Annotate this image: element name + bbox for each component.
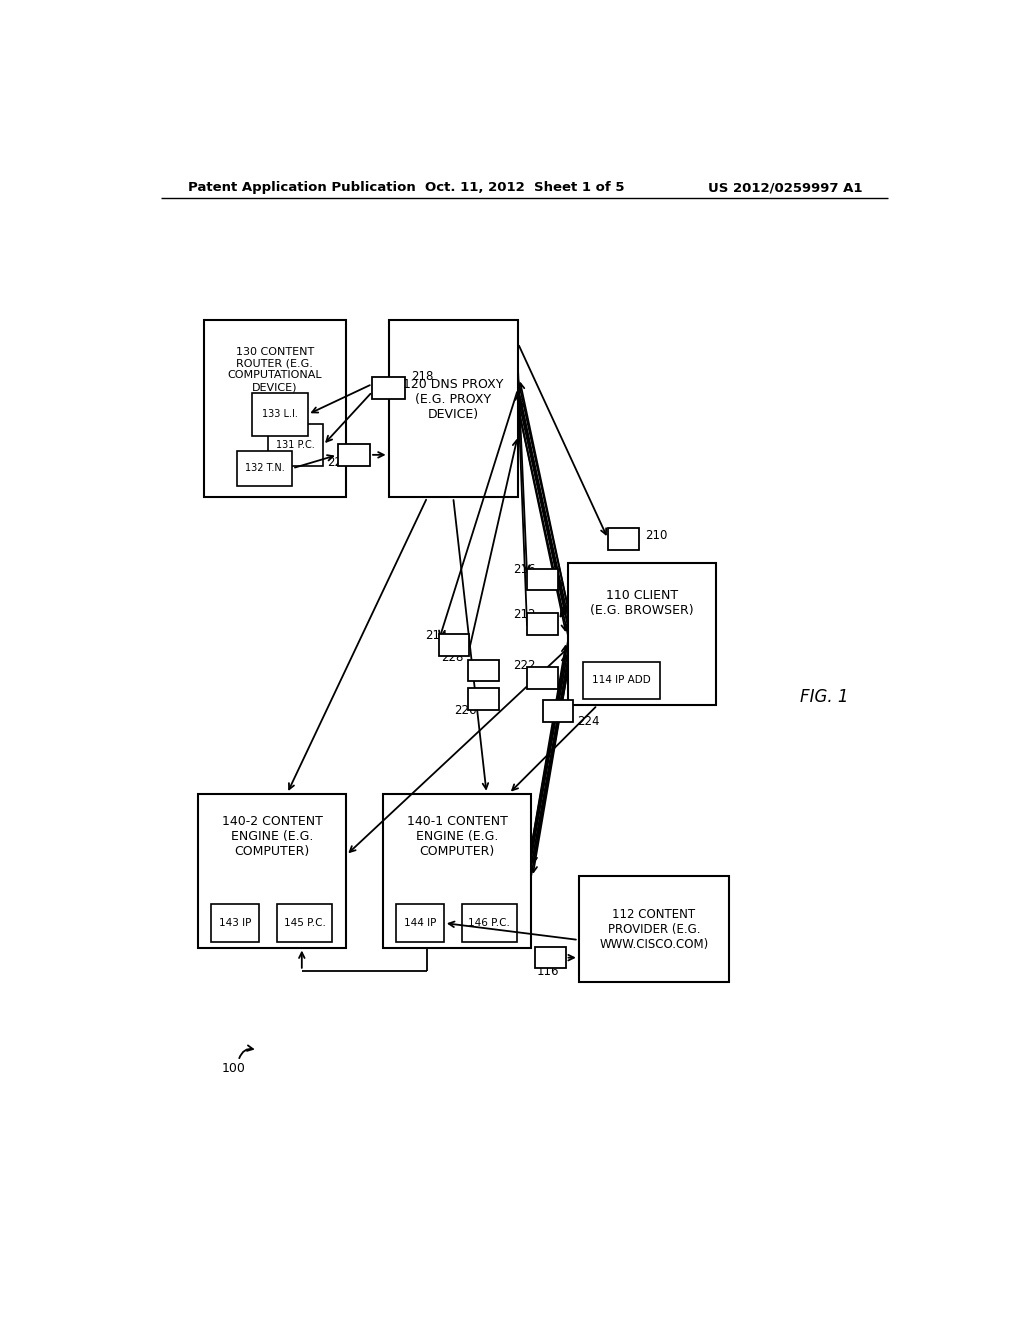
Text: 133 L.I.: 133 L.I.: [262, 409, 298, 420]
Text: 132 T.N.: 132 T.N.: [245, 463, 285, 474]
Text: 116: 116: [537, 965, 559, 978]
Bar: [468, 660, 499, 681]
Bar: [462, 904, 517, 942]
Text: 100: 100: [221, 1063, 246, 1074]
Bar: [338, 444, 370, 466]
Bar: [199, 793, 346, 948]
Bar: [608, 528, 639, 549]
Text: 110 CLIENT
(E.G. BROWSER): 110 CLIENT (E.G. BROWSER): [590, 589, 693, 616]
Text: 220: 220: [327, 457, 349, 470]
Bar: [211, 904, 259, 942]
Bar: [527, 668, 558, 689]
Text: Oct. 11, 2012  Sheet 1 of 5: Oct. 11, 2012 Sheet 1 of 5: [425, 181, 625, 194]
Text: Patent Application Publication: Patent Application Publication: [188, 181, 416, 194]
Text: 131 P.C.: 131 P.C.: [275, 441, 314, 450]
Bar: [468, 688, 499, 710]
Bar: [252, 393, 307, 436]
Text: 146 P.C.: 146 P.C.: [468, 917, 510, 928]
Bar: [543, 701, 573, 722]
Bar: [584, 663, 660, 700]
Text: 212: 212: [513, 609, 536, 622]
Bar: [535, 946, 565, 969]
Text: 143 IP: 143 IP: [219, 917, 252, 928]
Text: 228: 228: [441, 651, 463, 664]
Bar: [579, 876, 729, 982]
Text: 140-1 CONTENT
ENGINE (E.G.
COMPUTER): 140-1 CONTENT ENGINE (E.G. COMPUTER): [407, 816, 508, 858]
Bar: [237, 451, 292, 486]
Bar: [267, 424, 323, 466]
Bar: [396, 904, 444, 942]
Text: 224: 224: [578, 715, 600, 729]
Text: 218: 218: [412, 370, 434, 383]
Text: FIG. 1: FIG. 1: [801, 689, 849, 706]
Text: 222: 222: [513, 659, 536, 672]
Bar: [527, 614, 558, 635]
Bar: [204, 321, 346, 498]
Text: 140-2 CONTENT
ENGINE (E.G.
COMPUTER): 140-2 CONTENT ENGINE (E.G. COMPUTER): [222, 816, 323, 858]
Bar: [383, 793, 531, 948]
Bar: [438, 635, 469, 656]
Bar: [527, 569, 558, 590]
Text: 130 CONTENT
ROUTER (E.G.
COMPUTATIONAL
DEVICE): 130 CONTENT ROUTER (E.G. COMPUTATIONAL D…: [227, 347, 323, 392]
Text: 112 CONTENT
PROVIDER (E.G.
WWW.CISCO.COM): 112 CONTENT PROVIDER (E.G. WWW.CISCO.COM…: [599, 908, 709, 950]
Text: 120 DNS PROXY
(E.G. PROXY
DEVICE): 120 DNS PROXY (E.G. PROXY DEVICE): [403, 379, 504, 421]
Bar: [568, 562, 716, 705]
Bar: [388, 321, 518, 498]
Text: 226: 226: [454, 705, 476, 717]
Bar: [373, 378, 404, 399]
Text: US 2012/0259997 A1: US 2012/0259997 A1: [708, 181, 862, 194]
Text: 145 P.C.: 145 P.C.: [284, 917, 326, 928]
Text: 216: 216: [513, 564, 536, 577]
Text: 210: 210: [645, 529, 668, 541]
Text: 114 IP ADD: 114 IP ADD: [593, 676, 651, 685]
Text: 144 IP: 144 IP: [403, 917, 436, 928]
Bar: [276, 904, 333, 942]
Text: 214: 214: [425, 628, 447, 642]
